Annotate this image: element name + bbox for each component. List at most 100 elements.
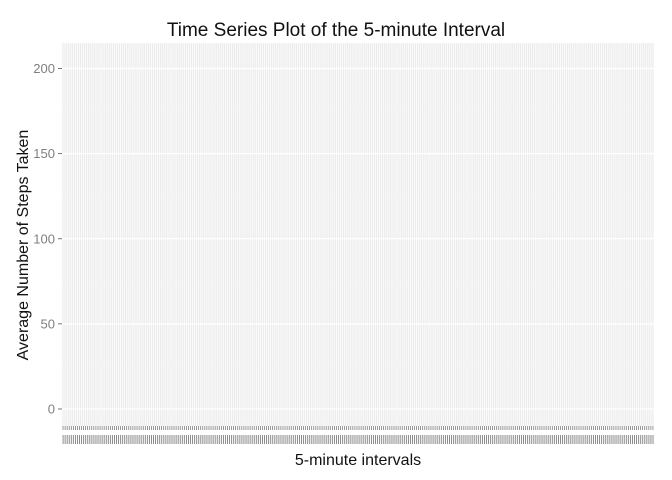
- x-tick-label: [477, 435, 479, 444]
- x-tick-label: [549, 435, 551, 444]
- x-tick-label: [276, 435, 278, 444]
- x-tick-label: [627, 435, 629, 444]
- x-tick-label: [140, 435, 142, 444]
- x-axis-ticks: [62, 426, 654, 444]
- x-tick-label: [597, 435, 598, 444]
- x-tick-label: [562, 435, 564, 444]
- x-tick-label: [132, 435, 134, 444]
- x-tick-label: [644, 435, 646, 444]
- x-tick-label: [138, 435, 140, 444]
- x-tick-label: [299, 435, 300, 444]
- x-tick-label: [204, 435, 206, 444]
- x-tick-label: [560, 435, 561, 444]
- x-tick-label: [305, 435, 307, 444]
- x-tick-label: [590, 435, 592, 444]
- x-tick-label: [623, 435, 625, 444]
- x-tick-label: [257, 435, 259, 444]
- x-tick-label: [247, 435, 249, 444]
- x-tick-label: [81, 435, 83, 444]
- x-tick-label: [426, 435, 428, 444]
- x-tick-label: [93, 435, 95, 444]
- x-tick-label: [366, 435, 368, 444]
- x-tick-label: [473, 435, 475, 444]
- x-tick-label: [461, 435, 463, 444]
- x-tick-label: [605, 435, 607, 444]
- x-tick-label: [373, 435, 374, 444]
- x-tick-label: [286, 435, 288, 444]
- x-tick-label: [315, 435, 317, 444]
- x-tick-label: [533, 435, 535, 444]
- x-tick-label: [192, 435, 194, 444]
- x-tick-label: [317, 435, 319, 444]
- x-tick-label: [251, 435, 253, 444]
- x-tick-label: [551, 435, 553, 444]
- x-tick-label: [582, 435, 584, 444]
- x-tick-label: [239, 435, 241, 444]
- x-tick-label: [420, 435, 422, 444]
- y-tick-label: 150: [33, 146, 55, 161]
- x-tick-label: [574, 435, 576, 444]
- x-tick-label: [387, 435, 389, 444]
- x-tick-label: [603, 435, 605, 444]
- x-tick-label: [508, 435, 510, 444]
- x-tick-label: [105, 435, 107, 444]
- x-tick-label: [510, 435, 512, 444]
- x-tick-label: [479, 435, 481, 444]
- x-tick-label: [222, 435, 224, 444]
- x-tick-label: [500, 435, 502, 444]
- x-tick-label: [64, 435, 66, 444]
- x-tick-label: [397, 435, 399, 444]
- x-tick-label: [506, 435, 508, 444]
- x-tick-label: [83, 435, 85, 444]
- x-tick-label: [329, 435, 331, 444]
- x-tick-label: [311, 435, 313, 444]
- x-tick-label: [262, 435, 263, 444]
- x-tick-label: [599, 435, 601, 444]
- x-tick-label: [555, 435, 557, 444]
- x-tick-label: [309, 435, 311, 444]
- x-tick-label: [490, 435, 492, 444]
- x-tick-label: [190, 435, 191, 444]
- x-tick-label: [535, 435, 537, 444]
- x-tick-label: [210, 435, 212, 444]
- x-tick-label: [146, 435, 148, 444]
- x-tick-label: [512, 435, 514, 444]
- x-tick-label: [595, 435, 596, 444]
- x-tick-label: [592, 435, 594, 444]
- x-tick-label: [412, 435, 413, 444]
- x-tick-label: [449, 435, 450, 444]
- x-tick-label: [340, 435, 342, 444]
- x-tick-label: [539, 435, 541, 444]
- x-tick-label: [325, 435, 327, 444]
- x-tick-label: [568, 435, 570, 444]
- x-tick-label: [194, 435, 196, 444]
- x-tick-label: [101, 435, 103, 444]
- x-tick-label: [79, 435, 80, 444]
- x-tick-label: [529, 435, 531, 444]
- x-tick-label: [77, 435, 78, 444]
- x-tick-label: [321, 435, 323, 444]
- x-tick-label: [333, 435, 335, 444]
- x-tick-label: [307, 435, 309, 444]
- x-tick-label: [103, 435, 105, 444]
- y-tick-label: 200: [33, 61, 55, 76]
- x-tick-label-band: [62, 435, 654, 444]
- x-tick-label: [200, 435, 202, 444]
- x-tick-label: [385, 435, 387, 444]
- x-tick-label: [185, 435, 187, 444]
- x-tick-label: [157, 435, 159, 444]
- x-tick-label: [216, 435, 218, 444]
- x-tick-label: [467, 435, 469, 444]
- y-axis-label: Average Number of Steps Taken: [15, 129, 32, 361]
- x-tick-label: [424, 435, 426, 444]
- x-tick-label: [231, 435, 233, 444]
- x-tick-label: [196, 435, 198, 444]
- x-tick-label: [179, 435, 181, 444]
- x-tick-label: [543, 435, 545, 444]
- x-tick-label: [249, 435, 251, 444]
- x-tick-label: [153, 435, 154, 444]
- x-tick-label: [107, 435, 109, 444]
- x-tick-label: [434, 435, 436, 444]
- x-tick-label: [613, 435, 615, 444]
- x-tick-label: [447, 435, 448, 444]
